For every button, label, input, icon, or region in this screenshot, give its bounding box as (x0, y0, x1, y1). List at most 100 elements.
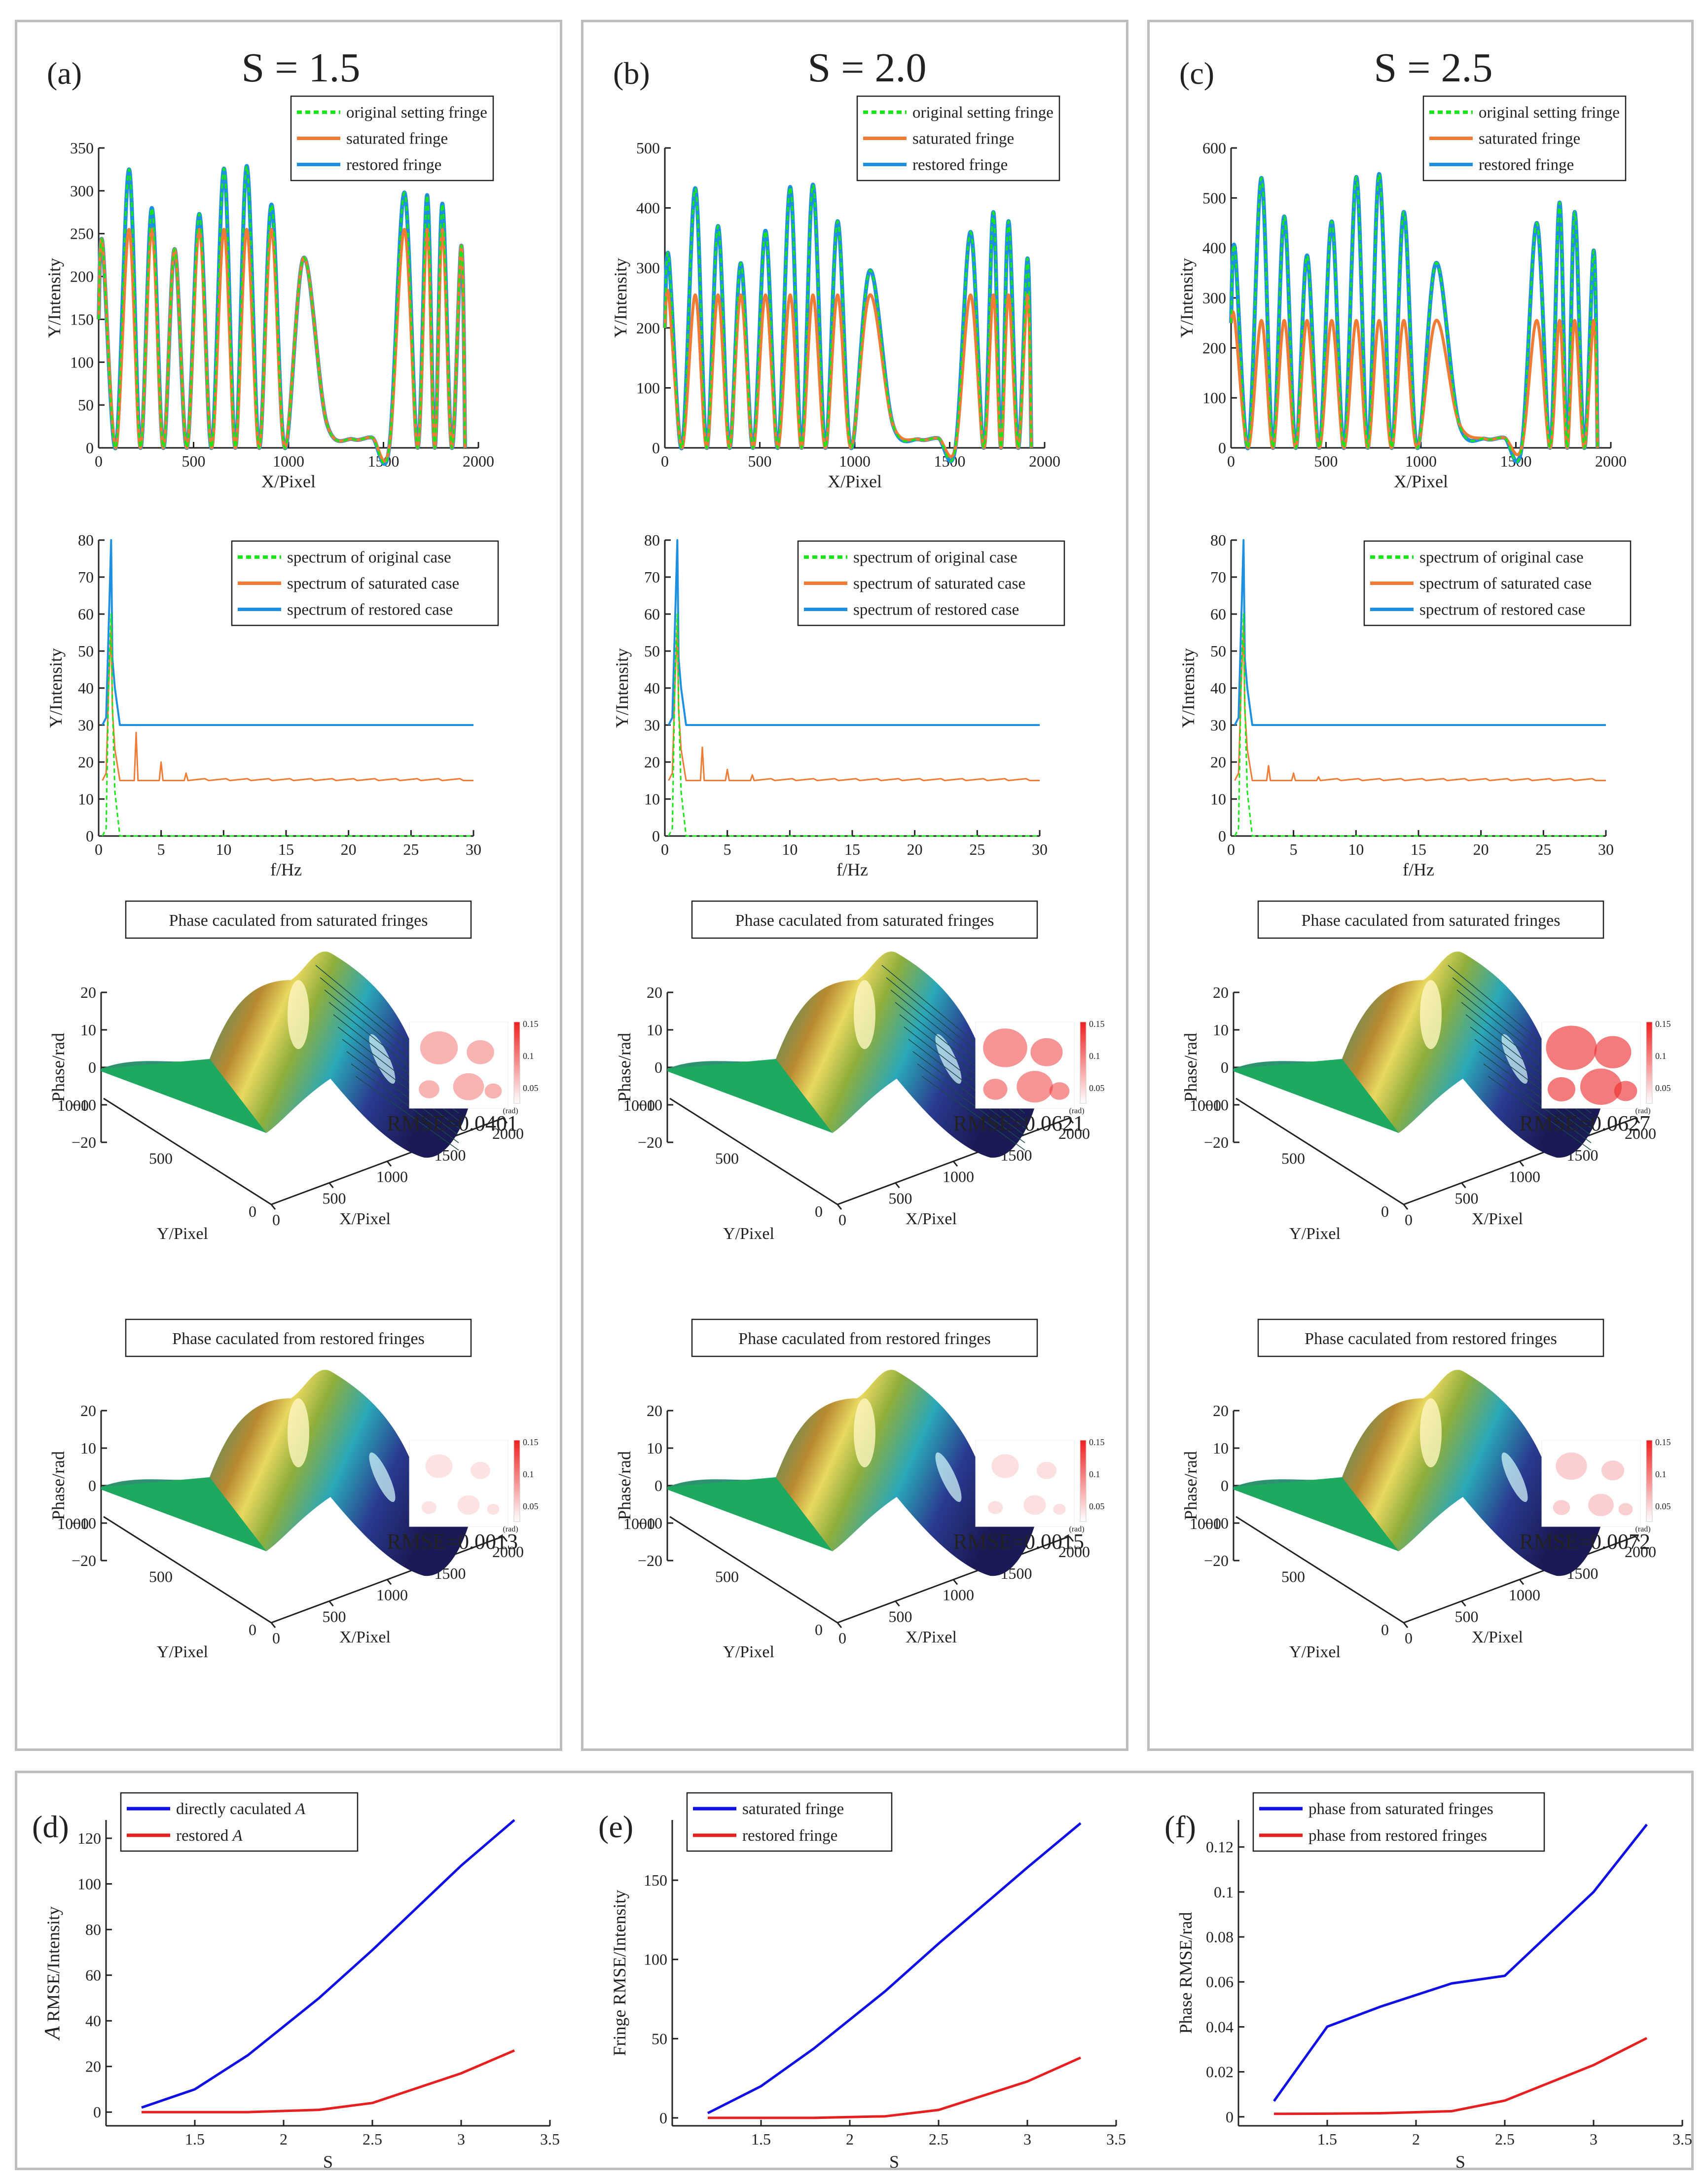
colorbar (1646, 1440, 1653, 1522)
error-map-inset (975, 1440, 1075, 1527)
phase-surface-flat (1234, 1477, 1399, 1551)
x-tick-label: 0 (272, 1211, 280, 1229)
y-tick-label: 1000 (1190, 1096, 1221, 1114)
colorbar-tick-label: 0.05 (1655, 1083, 1671, 1093)
x-tick-label: 2 (1412, 2130, 1420, 2148)
y-tick-label: 60 (1210, 605, 1226, 623)
x-tick (1634, 1536, 1640, 1542)
x-tick (1519, 1579, 1525, 1585)
y-tick-label: 60 (85, 1966, 101, 1984)
y-tick-label: 40 (644, 679, 660, 697)
error-blob (1594, 1036, 1632, 1069)
y-tick-label: 0 (93, 2103, 101, 2121)
y-axis-label: Y/Pixel (1289, 1643, 1341, 1661)
x-tick-label: 500 (323, 1607, 346, 1625)
surface-ripple (917, 1063, 1025, 1143)
x-tick-label: 500 (889, 1189, 912, 1207)
error-blob (419, 1080, 439, 1098)
x-tick-label: 2.5 (1495, 2130, 1515, 2148)
fringe-chart-2: 0 500 1000 1500 20000100200300400500600origi… (1177, 95, 1627, 491)
phase-surface-flat (667, 1059, 833, 1133)
error-map-inset (409, 1440, 508, 1527)
legend-label-0: directly caculated A (176, 1800, 306, 1818)
error-blob (422, 1501, 436, 1514)
y-tick-label: 100 (70, 353, 94, 371)
error-blob (1023, 1495, 1046, 1515)
y-tick-label: 1000 (57, 1096, 89, 1114)
error-blob (1614, 1081, 1637, 1101)
x-tick (502, 1536, 508, 1542)
series-line-0 (141, 1819, 515, 2109)
series-line-1 (708, 2056, 1082, 2119)
error-blob (1547, 1077, 1576, 1102)
colorbar-unit: (rad) (1635, 1525, 1650, 1533)
y-tick-label: 60 (78, 605, 94, 623)
x-axis-label: f/Hz (1403, 860, 1434, 879)
x-axis-label: X/Pixel (906, 1628, 957, 1646)
x-tick-label: 0 (661, 452, 669, 470)
saturated_phase-panel-1: Phase caculated from saturated fringes 20… (615, 900, 1105, 1243)
rmse-chart-1: 1.5 2 2.5 3 3.5 0 50 100 150 saturated fringe rest… (598, 1792, 1126, 2172)
x-tick-label: 0 (1227, 452, 1235, 470)
y-tick-label: 100 (77, 1875, 101, 1893)
series-line-1 (142, 2049, 515, 2113)
phase-surface-flat (1234, 1059, 1399, 1133)
colorbar-tick-label: 0.1 (523, 1051, 534, 1061)
y-tick-label: 50 (78, 642, 94, 660)
original-spectrum-line (1234, 613, 1606, 837)
surface-highlight (1501, 1452, 1528, 1502)
x-tick-label: 10 (782, 840, 798, 858)
x-tick-label: 1000 (376, 1586, 408, 1604)
x-tick (1068, 1118, 1074, 1124)
phase-surface (667, 951, 1040, 1158)
z-tick-label: 0 (88, 1477, 96, 1494)
x-axis-label: f/Hz (270, 860, 302, 879)
y-tick-label: 0.02 (1206, 2063, 1234, 2081)
legend-label-restored: restored fringe (346, 156, 441, 174)
y-tick-label: 0 (1226, 2108, 1234, 2126)
legend-box (686, 1792, 893, 1852)
surface-ripple (908, 1039, 1025, 1128)
legend-italic: A (232, 1827, 243, 1845)
surface-highlight (1420, 980, 1442, 1049)
y-tick-label: 1000 (623, 1515, 655, 1532)
legend-label-restored: spectrum of restored case (1419, 601, 1585, 619)
y-tick-label: 80 (85, 1921, 101, 1938)
x-axis-label: X/Pixel (1394, 472, 1448, 491)
spectrum-chart-0: 0 5 10 15 20 25 30 0 10 20 30 40 50 60 70 80 spectrum of… (46, 531, 499, 879)
y-tick-label: 0.08 (1206, 1928, 1234, 1946)
y-tick-label: 30 (1210, 716, 1226, 734)
x-tick-label: 2000 (492, 1125, 524, 1142)
y-tick-label: 40 (85, 2012, 101, 2030)
z-tick-label: −20 (1204, 1552, 1229, 1569)
z-tick-label: 20 (647, 1402, 662, 1420)
x-tick-label: 0 (1405, 1211, 1413, 1229)
x-tick-label: 1000 (943, 1168, 974, 1186)
z-tick-label: −20 (1204, 1133, 1229, 1151)
x-axis-label: f/Hz (836, 860, 868, 879)
surface-highlight (1501, 1034, 1528, 1084)
y-tick-label: 40 (78, 679, 94, 697)
y-tick-label: 100 (644, 1951, 667, 1968)
z-axis-label: Phase/rad (615, 1451, 634, 1520)
surface-highlight (854, 980, 875, 1049)
fringe-chart-1: 0 500 1000 1500 20000100200300400500original… (611, 95, 1060, 491)
original-spectrum-line (102, 613, 473, 837)
x-axis-label: X/Pixel (339, 1628, 391, 1646)
y-tick-label: 500 (715, 1568, 739, 1586)
x-tick-label: 10 (1348, 840, 1364, 858)
x-tick-label: 2000 (492, 1543, 524, 1561)
y-tick-label: 20 (85, 2058, 101, 2075)
spectrum-chart-1: 0 5 10 15 20 25 30 0 10 20 30 40 50 60 70 80 spectrum of… (612, 531, 1065, 879)
saturated-spectrum-line (1234, 624, 1606, 781)
x-tick-label: 500 (323, 1189, 346, 1207)
y-tick-label: 0 (1218, 827, 1226, 845)
colorbar-tick-label: 0.1 (1089, 1051, 1100, 1061)
y-axis-label: Y/Intensity (1178, 648, 1198, 728)
z-tick-label: −20 (72, 1133, 96, 1151)
y-tick-label: 250 (70, 225, 94, 243)
y-tick-label: 500 (1202, 189, 1226, 207)
y-tick-label: 0 (249, 1621, 256, 1638)
restored-spectrum-line (1234, 539, 1606, 726)
